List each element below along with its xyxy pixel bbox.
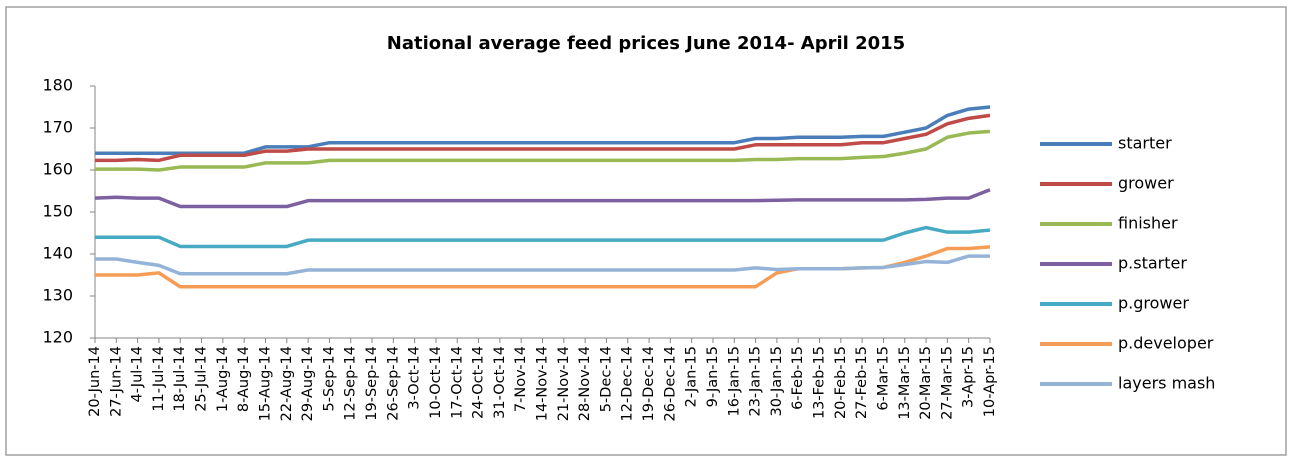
x-tick-label: 5-Sep-14	[321, 346, 337, 411]
x-tick-label: 18-Jul-14	[172, 346, 188, 412]
series-line	[95, 105, 991, 155]
x-tick-label: 23-Jan-15	[748, 346, 764, 417]
legend-label: p.developer	[1118, 334, 1214, 353]
x-tick-label: 1-Aug-14	[215, 346, 231, 412]
x-tick-label: 27-Feb-15	[854, 346, 870, 419]
x-tick-label: 11-Jul-14	[151, 346, 167, 412]
x-tick-label: 19-Sep-14	[364, 346, 380, 421]
legend-label: grower	[1118, 174, 1174, 193]
y-tick-label: 160	[42, 160, 73, 179]
x-tick-label: 19-Dec-14	[641, 346, 657, 421]
x-tick-label: 6-Mar-15	[875, 346, 891, 411]
x-tick-label: 31-Oct-14	[492, 346, 508, 419]
x-tick-label: 27-Jun-14	[108, 346, 124, 417]
x-tick-label: 4-Jul-14	[130, 346, 146, 402]
chart-frame	[5, 6, 1287, 456]
x-tick-label: 2-Jan-15	[684, 346, 700, 407]
x-tick-label: 20-Feb-15	[833, 346, 849, 419]
series-line	[95, 225, 991, 249]
y-tick-label: 140	[42, 244, 73, 263]
y-tick-label: 170	[42, 118, 73, 137]
x-tick-label: 9-Jan-15	[705, 346, 721, 407]
legend-label: p.grower	[1118, 294, 1189, 313]
legend-label: layers mash	[1118, 374, 1215, 393]
x-tick-label: 5-Dec-14	[598, 346, 614, 412]
series-line	[94, 188, 991, 209]
chart-title: National average feed prices June 2014- …	[387, 33, 905, 54]
series-line	[95, 254, 990, 276]
x-tick-label: 12-Dec-14	[620, 346, 636, 421]
x-tick-label: 25-Jul-14	[194, 346, 210, 412]
y-tick-label: 150	[42, 202, 73, 221]
x-tick-label: 10-Oct-14	[428, 346, 444, 419]
legend-label: p.starter	[1118, 254, 1187, 273]
x-tick-label: 30-Jan-15	[769, 346, 785, 417]
x-tick-label: 3-Oct-14	[407, 346, 423, 410]
x-tick-label: 29-Aug-14	[300, 346, 316, 421]
x-tick-label: 26-Dec-14	[662, 346, 678, 421]
x-tick-label: 13-Feb-15	[812, 346, 828, 419]
x-tick-label: 28-Nov-14	[577, 346, 593, 421]
y-tick-label: 120	[42, 328, 73, 347]
x-tick-label: 26-Sep-14	[385, 346, 401, 421]
series-line	[95, 113, 991, 163]
legend-label: finisher	[1118, 214, 1178, 233]
x-tick-label: 14-Nov-14	[535, 346, 551, 421]
x-tick-label: 3-Apr-15	[961, 346, 977, 408]
x-tick-label: 17-Oct-14	[449, 346, 465, 419]
legend-label: starter	[1118, 134, 1172, 153]
x-tick-label: 15-Aug-14	[257, 346, 273, 421]
x-tick-label: 7-Nov-14	[513, 346, 529, 412]
series-line	[95, 129, 991, 172]
x-tick-label: 27-Mar-15	[939, 346, 955, 420]
x-tick-label: 22-Aug-14	[279, 346, 295, 421]
x-tick-label: 20-Jun-14	[87, 346, 103, 417]
x-tick-label: 20-Mar-15	[918, 346, 934, 420]
x-tick-label: 13-Mar-15	[897, 346, 913, 420]
x-tick-label: 8-Aug-14	[236, 346, 252, 412]
x-tick-label: 6-Feb-15	[790, 346, 806, 410]
x-tick-label: 21-Nov-14	[556, 346, 572, 421]
x-tick-label: 16-Jan-15	[726, 346, 742, 417]
x-tick-label: 12-Sep-14	[343, 346, 359, 421]
x-tick-label: 10-Apr-15	[982, 346, 998, 417]
x-tick-label: 24-Oct-14	[471, 346, 487, 419]
y-tick-label: 130	[42, 286, 73, 305]
y-tick-label: 180	[42, 76, 73, 95]
